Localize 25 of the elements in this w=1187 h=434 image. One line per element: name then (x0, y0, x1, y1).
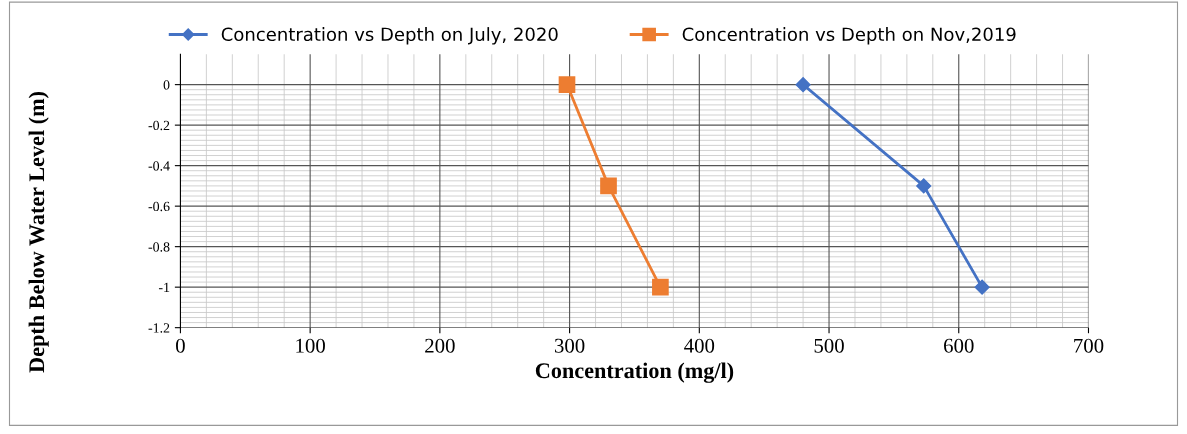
y-tick-label: -0.8 (148, 242, 170, 252)
x-tick-label: 100 (296, 338, 325, 353)
point (652, 278, 669, 296)
x-tick-label: 200 (425, 338, 455, 353)
x-tick-label: 400 (684, 338, 715, 353)
x-tick-label: 0 (176, 338, 185, 353)
y-tick-label: 0 (163, 80, 170, 90)
point (974, 279, 990, 295)
x-tick-label: 300 (554, 338, 585, 353)
y-tick-label: -1 (158, 282, 170, 292)
y-tick-label: -0.6 (148, 201, 170, 212)
legend-label: Concentration vs Depth on July, 2020 (221, 27, 558, 45)
point (916, 178, 932, 194)
y-axis-title: Depth Below Water Level (m) (28, 92, 49, 373)
x-tick-label: 700 (1074, 338, 1104, 353)
x-tick-label: 600 (944, 338, 974, 353)
point (795, 77, 811, 93)
point (600, 177, 617, 195)
legend-label: Concentration vs Depth on Nov,2019 (682, 27, 1016, 45)
y-tick-label: -1.2 (148, 323, 170, 333)
y-tick-label: -0.4 (148, 161, 170, 171)
y-tick-label: -0.2 (148, 120, 170, 131)
x-axis-title: Concentration (mg/l) (535, 362, 734, 383)
point (558, 76, 576, 93)
x-tick-label: 500 (814, 338, 844, 353)
